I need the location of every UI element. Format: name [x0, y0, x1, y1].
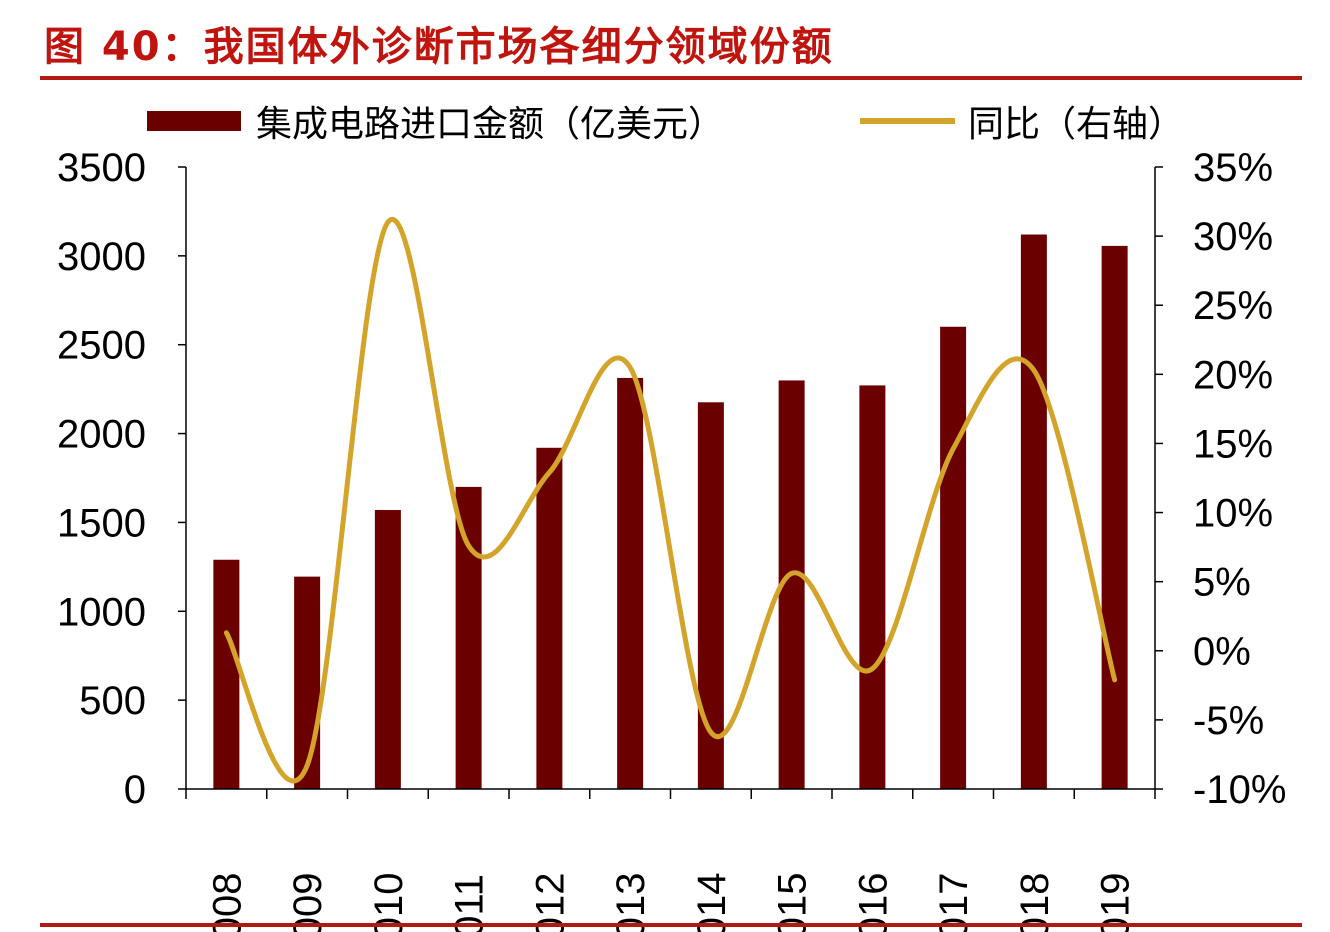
- x-tick-label: 2018: [1013, 873, 1057, 932]
- bar-2016: [859, 385, 886, 789]
- bar-2010: [374, 509, 401, 789]
- x-tick-label: 2016: [851, 873, 895, 932]
- x-tick-label: 2017: [932, 873, 976, 932]
- x-tick-label: 2010: [367, 873, 411, 932]
- x-tick-label: 2011: [448, 874, 492, 932]
- bottom-rule: [40, 923, 1302, 927]
- bar-2012: [536, 447, 563, 789]
- right-tick-label: 15%: [1193, 422, 1273, 466]
- x-tick-label: 2019: [1094, 873, 1138, 932]
- bar-2017: [940, 326, 967, 789]
- bar-2014: [697, 402, 724, 789]
- legend-bar-swatch: [147, 111, 241, 131]
- right-tick-label: -5%: [1193, 699, 1264, 743]
- x-tick-label: 2015: [771, 873, 815, 932]
- right-tick-label: 10%: [1193, 492, 1273, 536]
- bar-2011: [455, 486, 482, 789]
- bar-2018: [1020, 234, 1047, 789]
- left-tick-label: 3500: [57, 146, 146, 190]
- right-tick-label: 30%: [1193, 215, 1273, 259]
- right-tick-label: 35%: [1193, 146, 1273, 190]
- right-tick-label: 0%: [1193, 630, 1251, 674]
- bar-2019: [1101, 245, 1128, 789]
- x-tick-label: 2013: [609, 873, 653, 932]
- right-tick-label: -10%: [1193, 768, 1286, 812]
- right-tick-label: 20%: [1193, 353, 1273, 397]
- left-tick-label: 2500: [57, 324, 146, 368]
- top-rule: [40, 76, 1302, 80]
- bar-2009: [294, 576, 321, 789]
- right-tick-label: 25%: [1193, 284, 1273, 328]
- legend-bar-label: 集成电路进口金额（亿美元）: [256, 104, 724, 145]
- x-tick-label: 2009: [286, 873, 330, 932]
- right-tick-label: 5%: [1193, 561, 1251, 605]
- yoy-growth-line: [223, 216, 1118, 784]
- x-tick-label: 2008: [205, 873, 249, 932]
- left-tick-label: 500: [79, 679, 146, 723]
- left-tick-label: 2000: [57, 413, 146, 457]
- left-tick-label: 0: [124, 768, 146, 812]
- legend: 集成电路进口金额（亿美元） 同比（右轴）: [147, 104, 1184, 145]
- bar-2013: [617, 377, 644, 789]
- chart-title: 图 40：我国体外诊断市场各细分领域份额: [44, 24, 834, 70]
- legend-line-label: 同比（右轴）: [968, 104, 1184, 145]
- left-tick-label: 3000: [57, 235, 146, 279]
- x-tick-label: 2012: [528, 873, 572, 932]
- x-tick-label: 2014: [690, 873, 734, 932]
- left-tick-label: 1500: [57, 501, 146, 545]
- bar-2008: [213, 559, 240, 789]
- left-tick-label: 1000: [57, 590, 146, 634]
